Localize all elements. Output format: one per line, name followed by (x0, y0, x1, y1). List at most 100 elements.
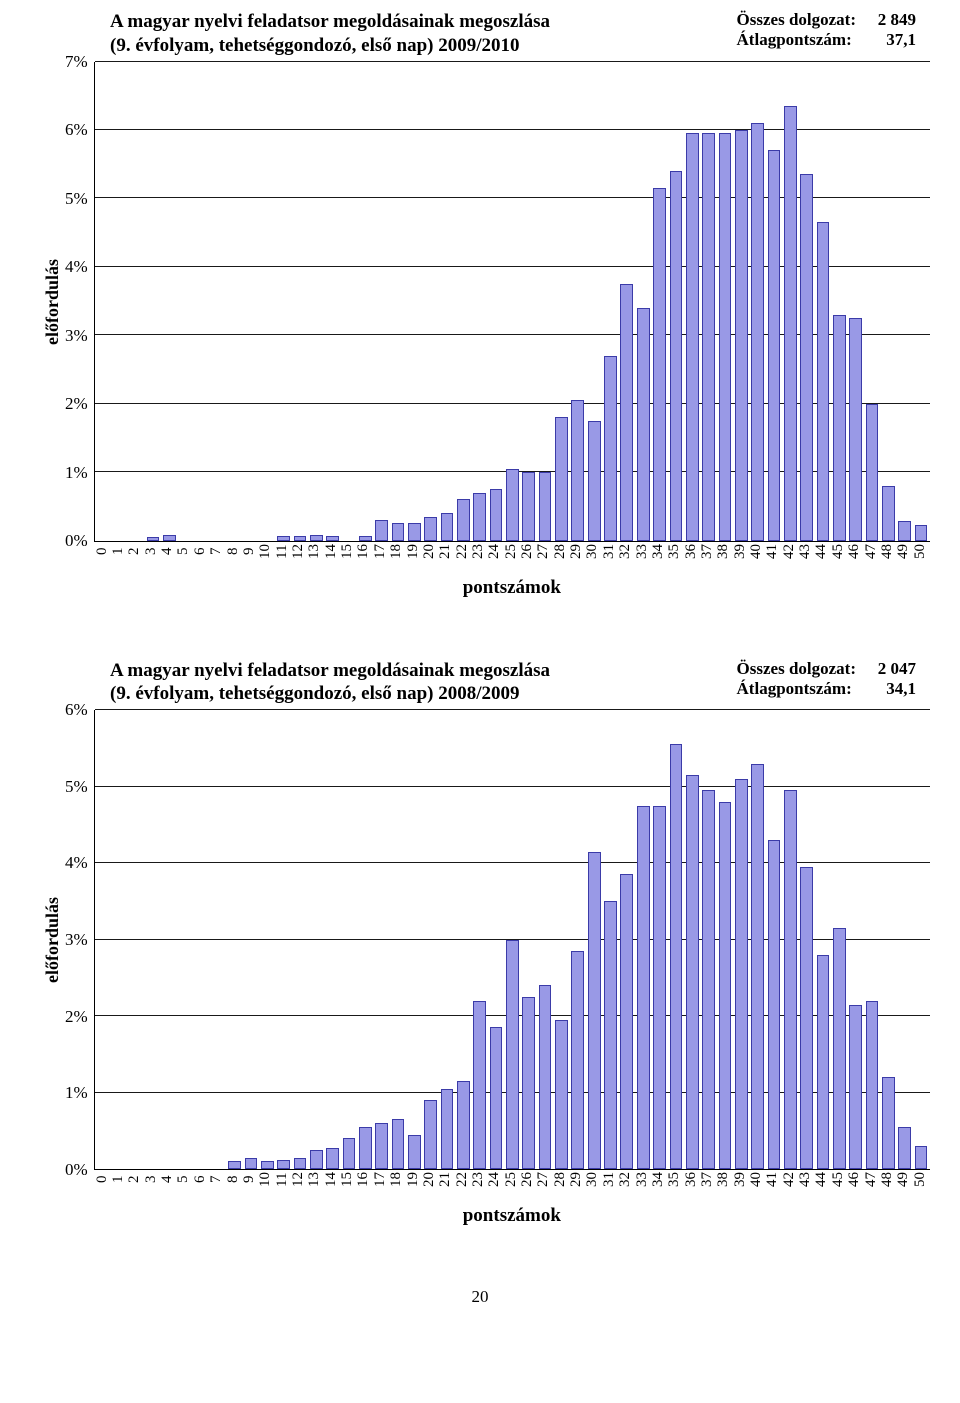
bar (359, 1127, 372, 1169)
x-tick: 21 (438, 544, 454, 559)
x-tick: 4 (160, 544, 176, 559)
bar-slot (226, 62, 242, 541)
bar (326, 536, 339, 541)
x-tick: 39 (733, 1172, 749, 1187)
bar-slot (423, 62, 439, 541)
bar-slot (128, 62, 144, 541)
bar (392, 523, 405, 540)
bar (898, 1127, 911, 1169)
x-tick: 32 (618, 544, 634, 559)
bar (457, 499, 470, 540)
bar-slot (112, 62, 128, 541)
bar-slot (668, 62, 684, 541)
bar (588, 421, 601, 541)
x-tick: 22 (455, 544, 471, 559)
bar (735, 130, 748, 541)
bar (506, 469, 519, 541)
x-tick: 7 (209, 544, 225, 559)
bar (719, 133, 732, 540)
bar (522, 997, 535, 1169)
x-tick: 50 (913, 544, 929, 559)
bar-slot (324, 62, 340, 541)
x-tick: 3 (144, 1172, 160, 1187)
chart-title: A magyar nyelvi feladatsor megoldásainak… (110, 659, 550, 707)
bar (310, 535, 323, 540)
chart-title-line1: A magyar nyelvi feladatsor megoldásainak… (110, 10, 550, 34)
bar (473, 1001, 486, 1169)
bar-slot (161, 710, 177, 1169)
chart-title: A magyar nyelvi feladatsor megoldásainak… (110, 10, 550, 58)
bar (898, 521, 911, 540)
bar-slot (602, 62, 618, 541)
bar (294, 536, 307, 541)
x-tick: 8 (226, 1172, 242, 1187)
x-tick: 19 (406, 1172, 422, 1187)
bar-slot (145, 710, 161, 1169)
bar (882, 486, 895, 541)
bar (866, 1001, 879, 1169)
bar-slot (897, 62, 913, 541)
x-tick: 2 (127, 1172, 143, 1187)
bar (768, 150, 781, 540)
bar (163, 535, 176, 540)
stats-label-avg: Átlagpontszám: (733, 679, 860, 699)
chart-header: A magyar nyelvi feladatsor megoldásainak… (110, 659, 920, 707)
bar-slot (455, 710, 471, 1169)
bar (375, 1123, 388, 1169)
bar (408, 523, 421, 540)
x-tick: 44 (814, 1172, 830, 1187)
x-axis: 0123456789101112131415161718192021222324… (94, 1170, 930, 1187)
bar-slot (390, 62, 406, 541)
bar-slot (749, 710, 765, 1169)
bar (915, 1146, 928, 1169)
bar (326, 1148, 339, 1169)
bars-container (95, 62, 930, 541)
bar-slot (177, 710, 193, 1169)
bar-slot (586, 62, 602, 541)
y-axis-label: előfordulás (40, 62, 65, 542)
x-tick: 28 (553, 544, 569, 559)
bar-slot (553, 62, 569, 541)
x-tick: 41 (765, 1172, 781, 1187)
bar-slot (847, 710, 863, 1169)
x-tick: 12 (291, 1172, 307, 1187)
x-tick: 22 (455, 1172, 471, 1187)
bar-slot (504, 710, 520, 1169)
bar-slot (96, 62, 112, 541)
x-tick: 10 (258, 1172, 274, 1187)
bar (604, 356, 617, 541)
x-tick: 34 (651, 544, 667, 559)
x-tick: 8 (226, 544, 242, 559)
bar-slot (570, 710, 586, 1169)
bar (555, 417, 568, 540)
bar-slot (537, 62, 553, 541)
x-tick: 45 (831, 544, 847, 559)
bar-slot (226, 710, 242, 1169)
chart-stats: Összes dolgozat:2 849Átlagpontszám:37,1 (733, 10, 920, 50)
bar-slot (374, 710, 390, 1169)
x-tick: 4 (160, 1172, 176, 1187)
bar (817, 222, 830, 540)
bar (424, 517, 437, 541)
x-tick: 48 (880, 1172, 896, 1187)
x-tick: 45 (831, 1172, 847, 1187)
bar-slot (913, 62, 929, 541)
x-tick: 33 (635, 544, 651, 559)
bar-slot (717, 710, 733, 1169)
x-tick: 5 (176, 1172, 192, 1187)
x-tick: 35 (667, 1172, 683, 1187)
bar-slot (210, 710, 226, 1169)
bar (800, 867, 813, 1169)
bar-slot (439, 710, 455, 1169)
plot-wrap: 0123456789101112131415161718192021222324… (94, 710, 930, 1227)
bar-slot (749, 62, 765, 541)
bar (424, 1100, 437, 1169)
bar-slot (472, 62, 488, 541)
bar (653, 188, 666, 540)
bar-slot (112, 710, 128, 1169)
bar-slot (815, 62, 831, 541)
bar (473, 493, 486, 541)
bar-slot (504, 62, 520, 541)
x-tick: 44 (814, 544, 830, 559)
x-tick: 31 (602, 544, 618, 559)
